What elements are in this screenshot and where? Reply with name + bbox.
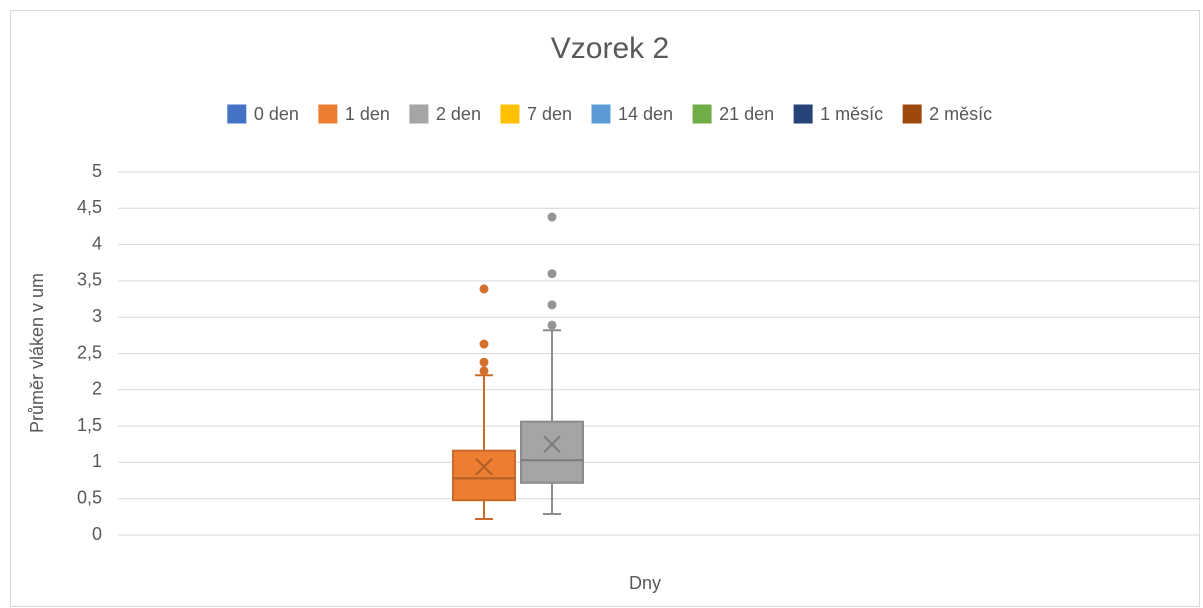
box (452, 449, 516, 502)
y-tick-label: 4,5 (77, 197, 102, 217)
legend-label: 1 den (345, 104, 390, 124)
y-tick-label: 2,5 (77, 342, 102, 362)
legend-swatch (591, 104, 611, 124)
y-tick-label: 2 (92, 379, 102, 399)
legend-label: 1 měsíc (820, 104, 883, 124)
box (520, 420, 584, 484)
legend-label: 7 den (527, 104, 572, 124)
box-outline (452, 449, 516, 502)
legend-label: 14 den (618, 104, 673, 124)
legend-swatch (409, 104, 429, 124)
y-tick-label: 0 (92, 524, 102, 544)
y-tick-label: 1,5 (77, 415, 102, 435)
outlier (547, 269, 557, 279)
outlier (479, 357, 489, 367)
legend-swatch (318, 104, 338, 124)
legend-label: 21 den (719, 104, 774, 124)
legend-swatch (793, 104, 813, 124)
legend-swatch (227, 104, 247, 124)
outlier (479, 284, 489, 294)
outlier (479, 339, 489, 349)
legend-swatch (902, 104, 922, 124)
x-axis-label: Dny (629, 573, 661, 593)
mean-marker (475, 458, 493, 476)
mean-marker (543, 435, 561, 453)
y-tick-label: 3 (92, 306, 102, 326)
outlier (479, 366, 489, 376)
y-tick-label: 0,5 (77, 487, 102, 507)
legend: 0 den 1 den 2 den 7 den 14 den 21 den 1 měsíc 2… (227, 104, 992, 124)
legend-swatch (500, 104, 520, 124)
chart-frame (10, 10, 1200, 607)
legend-label: 2 měsíc (929, 104, 992, 124)
y-tick-label: 5 (92, 161, 102, 181)
outlier (547, 300, 557, 310)
y-tick-label: 4 (92, 233, 102, 253)
chart-title: Vzorek 2 (551, 32, 669, 65)
y-tick-label: 3,5 (77, 270, 102, 290)
outlier (547, 320, 557, 330)
box-outline (520, 420, 584, 484)
y-tick-label: 1 (92, 451, 102, 471)
legend-label: 2 den (436, 104, 481, 124)
y-axis-label: Průměr vláken v um (27, 273, 47, 433)
legend-swatch (692, 104, 712, 124)
outlier (547, 212, 557, 222)
legend-label: 0 den (254, 104, 299, 124)
